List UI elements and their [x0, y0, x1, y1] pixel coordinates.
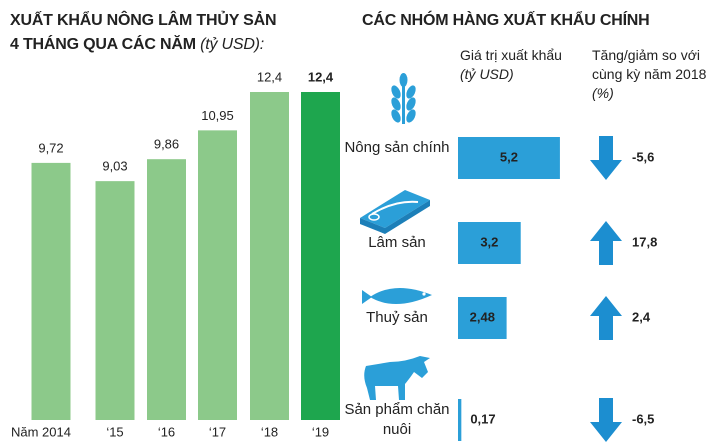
change-arrow — [590, 398, 622, 442]
change-arrow — [590, 296, 622, 340]
unit: (tỷ USD): — [200, 36, 265, 53]
left-subtitle: 4 THÁNG QUA CÁC NĂM (tỷ USD): — [10, 36, 264, 54]
header-change: Tăng/giảm so với cùng kỳ năm 2018 (%) — [592, 46, 716, 103]
bar — [458, 222, 521, 264]
bar — [301, 92, 340, 420]
value-label: 9,72 — [38, 140, 63, 155]
category-label: Lâm sản — [368, 234, 426, 251]
bar — [458, 137, 560, 179]
bar — [31, 162, 71, 420]
wheat-icon — [391, 73, 416, 124]
bar — [458, 399, 462, 441]
change-label: -6,5 — [632, 411, 654, 426]
value-label: 9,03 — [102, 159, 127, 174]
x-tick-label: ‘18 — [261, 424, 278, 439]
category-label: Thuỷ sản — [366, 309, 428, 326]
category-label: Nông sản chính — [344, 139, 450, 156]
x-tick-label: ‘16 — [158, 424, 175, 439]
category-label: Sản phẩm chăn nuôi — [344, 401, 450, 438]
bar — [458, 297, 507, 339]
change-label: -5,6 — [632, 149, 654, 164]
x-tick-label: ‘19 — [312, 424, 329, 439]
value-label: 12,4 — [308, 69, 334, 84]
change-label: 17,8 — [632, 234, 657, 249]
fish-icon — [362, 287, 432, 305]
x-tick-label: Năm 2014 — [11, 424, 71, 439]
value-label: 12,4 — [257, 69, 282, 84]
header-unit: (tỷ USD) — [460, 66, 514, 82]
value-label: 5,2 — [500, 149, 518, 164]
header-name: Tăng/giảm so với cùng kỳ năm 2018 — [592, 47, 707, 82]
change-label: 2,4 — [632, 309, 651, 324]
header-name: Giá trị xuất khẩu — [460, 47, 562, 63]
x-tick-label: ‘17 — [209, 424, 226, 439]
header-unit: (%) — [592, 85, 614, 101]
change-arrow — [590, 221, 622, 265]
x-tick-label: ‘15 — [106, 424, 123, 439]
change-arrow — [590, 136, 622, 180]
left-title: XUẤT KHẨU NÔNG LÂM THỦY SẢN — [10, 12, 277, 29]
bar — [147, 159, 186, 420]
cow-icon — [364, 356, 430, 400]
bar — [95, 181, 135, 420]
bar — [250, 92, 289, 420]
value-label: 9,86 — [154, 137, 179, 152]
value-label: 0,17 — [470, 411, 495, 426]
bar — [198, 130, 237, 420]
icons — [360, 73, 432, 400]
subtitle: 4 THÁNG QUA CÁC NĂM — [10, 36, 196, 53]
wood-icon — [360, 190, 430, 234]
value-label: 3,2 — [480, 234, 498, 249]
value-label: 2,48 — [470, 309, 495, 324]
header-value: Giá trị xuất khẩu (tỷ USD) — [460, 46, 580, 84]
right-title: CÁC NHÓM HÀNG XUẤT KHẨU CHÍNH — [362, 12, 650, 29]
value-label: 10,95 — [201, 108, 234, 123]
